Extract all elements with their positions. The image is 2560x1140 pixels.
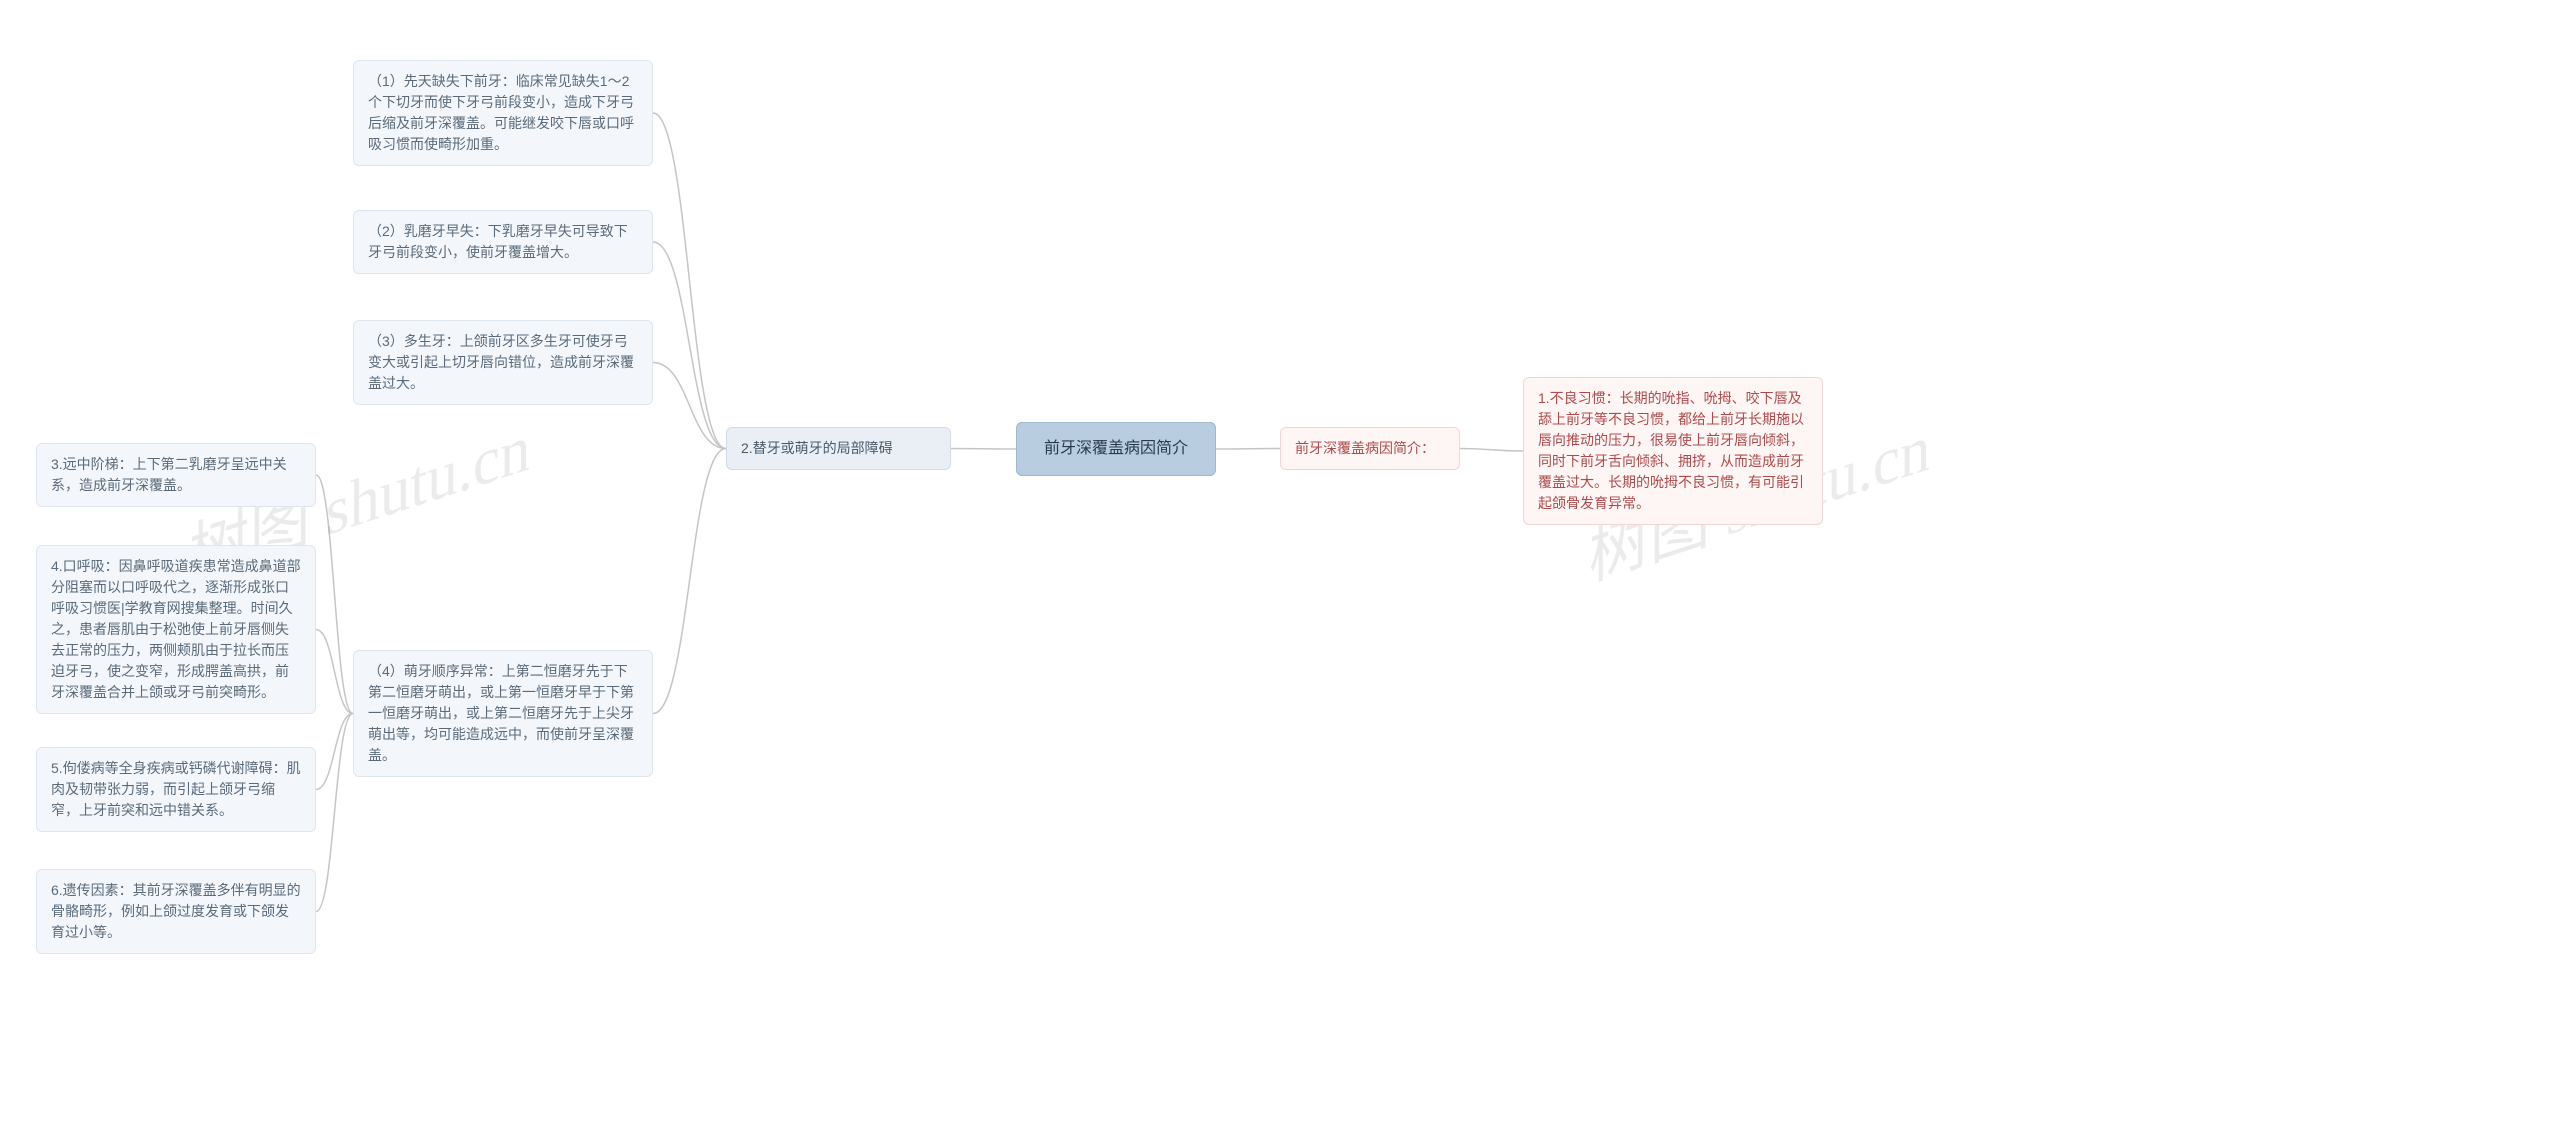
root-node: 前牙深覆盖病因简介 <box>1016 422 1216 476</box>
branch-left-l3-2: （2）乳磨牙早失：下乳磨牙早失可导致下牙弓前段变小，使前牙覆盖增大。 <box>353 210 653 274</box>
branch-left-l4-3: 3.远中阶梯：上下第二乳磨牙呈远中关系，造成前牙深覆盖。 <box>36 443 316 507</box>
connector-layer <box>0 0 2560 1140</box>
branch-left-l2: 2.替牙或萌牙的局部障碍 <box>726 427 951 470</box>
branch-left-l4-4: 4.口呼吸：因鼻呼吸道疾患常造成鼻道部分阻塞而以口呼吸代之，逐渐形成张口呼吸习惯… <box>36 545 316 714</box>
branch-left-l3-3: （3）多生牙：上颌前牙区多生牙可使牙弓变大或引起上切牙唇向错位，造成前牙深覆盖过… <box>353 320 653 405</box>
branch-left-l3-4: （4）萌牙顺序异常：上第二恒磨牙先于下第二恒磨牙萌出，或上第一恒磨牙早于下第一恒… <box>353 650 653 777</box>
branch-left-l3-1: （1）先天缺失下前牙：临床常见缺失1～2个下切牙而使下牙弓前段变小，造成下牙弓后… <box>353 60 653 166</box>
branch-left-l4-5: 5.佝偻病等全身疾病或钙磷代谢障碍：肌肉及韧带张力弱，而引起上颌牙弓缩窄，上牙前… <box>36 747 316 832</box>
branch-left-l4-6: 6.遗传因素：其前牙深覆盖多伴有明显的骨骼畸形，例如上颌过度发育或下颌发育过小等… <box>36 869 316 954</box>
branch-right-l3: 1.不良习惯：长期的吮指、吮拇、咬下唇及舔上前牙等不良习惯，都给上前牙长期施以唇… <box>1523 377 1823 525</box>
branch-right-l2: 前牙深覆盖病因简介： <box>1280 427 1460 470</box>
